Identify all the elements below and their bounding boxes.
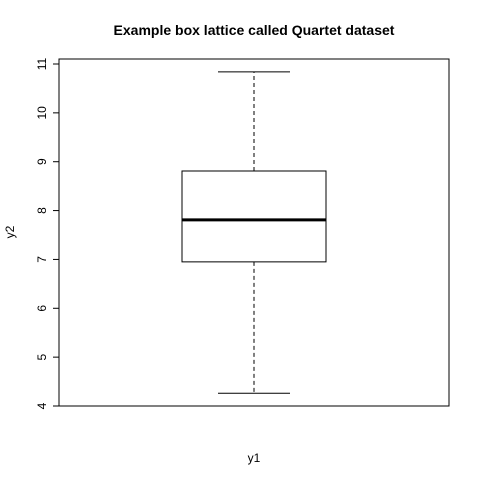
box-plot (181, 71, 327, 394)
y-tick-label: 11 (35, 57, 49, 70)
y-tick-label: 7 (35, 256, 49, 263)
y-axis: 4 5 6 7 8 9 10 11 (35, 57, 60, 409)
y-tick-label: 8 (35, 207, 49, 214)
y-tick-label: 5 (35, 353, 49, 360)
y-tick-label: 9 (35, 158, 49, 165)
y-tick-label: 6 (35, 305, 49, 312)
x-axis-label: y1 (248, 451, 261, 465)
y-tick-label: 4 (35, 402, 49, 409)
iqr-box (181, 170, 327, 263)
chart-title: Example box lattice called Quartet datas… (114, 22, 395, 38)
y-tick-label: 10 (35, 106, 49, 120)
y-axis-label: y2 (3, 225, 17, 238)
